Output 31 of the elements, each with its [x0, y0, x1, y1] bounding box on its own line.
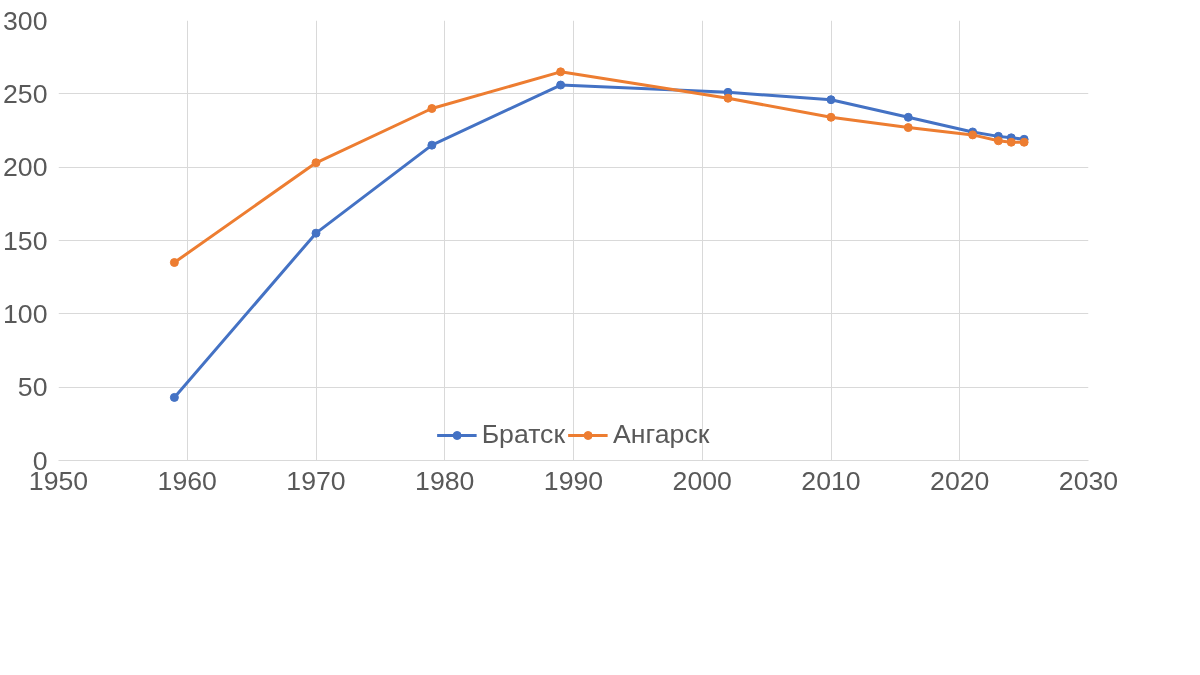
x-tick-label: 1960 — [157, 465, 217, 496]
y-tick-label: 100 — [3, 298, 48, 329]
y-tick-label: 50 — [17, 372, 48, 403]
point — [993, 136, 1003, 146]
x-tick-label: 2020 — [930, 465, 990, 496]
x-tick-label: 1990 — [543, 465, 604, 496]
point — [427, 104, 437, 113]
y-tick-label: 200 — [3, 152, 48, 183]
x-tick-label: 2000 — [672, 465, 732, 496]
y-tick-label: 250 — [3, 78, 48, 109]
point — [169, 392, 179, 402]
y-tick-label: 150 — [3, 225, 48, 256]
x-tick-label: 2010 — [801, 465, 861, 496]
point — [903, 112, 913, 122]
point — [826, 112, 836, 122]
point — [903, 123, 913, 133]
legend-label: Братск — [481, 419, 566, 450]
x-tick-label: 2030 — [1058, 465, 1119, 496]
point — [427, 140, 437, 150]
x-tick-label: 1970 — [286, 465, 346, 496]
y-tick-label: 300 — [3, 5, 48, 36]
x-tick-label: 1980 — [415, 465, 475, 496]
point — [556, 67, 566, 77]
legend-label: Ангарск — [613, 419, 710, 450]
point — [169, 258, 179, 267]
point — [723, 93, 733, 103]
point — [311, 158, 321, 168]
point — [556, 80, 566, 90]
point — [1006, 137, 1016, 147]
point — [826, 95, 836, 105]
point — [311, 228, 321, 238]
